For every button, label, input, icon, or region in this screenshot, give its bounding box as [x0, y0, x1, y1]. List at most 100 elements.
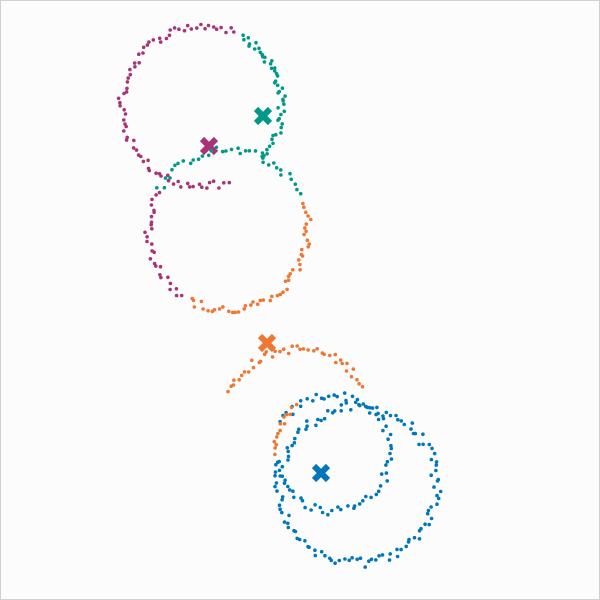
- data-point: [242, 370, 247, 374]
- data-point: [192, 305, 197, 309]
- data-point: [150, 242, 154, 246]
- data-point: [326, 512, 330, 517]
- data-point: [168, 28, 172, 32]
- data-point: [389, 446, 394, 451]
- data-point: [293, 182, 298, 186]
- data-point: [412, 535, 417, 540]
- data-point: [134, 148, 139, 152]
- data-point: [286, 521, 290, 526]
- data-point: [163, 176, 168, 180]
- data-point: [258, 298, 263, 303]
- data-point: [201, 307, 205, 311]
- data-point: [370, 406, 375, 410]
- data-point: [221, 305, 225, 309]
- data-point: [124, 138, 129, 142]
- data-point: [285, 287, 289, 292]
- data-point: [214, 27, 219, 32]
- data-point: [122, 91, 126, 96]
- data-point: [273, 452, 277, 457]
- data-point: [181, 159, 186, 163]
- data-point: [199, 299, 204, 304]
- data-point: [187, 185, 192, 189]
- data-point: [301, 201, 305, 206]
- data-point: [286, 454, 291, 459]
- data-point: [319, 549, 324, 554]
- data-point: [274, 166, 279, 170]
- data-point: [290, 443, 294, 448]
- data-point: [123, 112, 128, 116]
- data-point: [349, 408, 353, 412]
- data-point: [337, 558, 342, 563]
- data-point: [269, 66, 274, 71]
- data-point: [280, 498, 284, 502]
- data-point: [275, 489, 279, 493]
- data-point: [200, 154, 205, 158]
- data-point: [306, 214, 310, 218]
- data-point: [258, 359, 263, 364]
- data-point: [417, 537, 422, 541]
- data-point: [185, 23, 190, 28]
- data-point: [280, 510, 284, 515]
- data-point: [311, 399, 315, 403]
- data-point: [279, 125, 284, 130]
- data-point: [276, 118, 280, 122]
- data-point: [241, 33, 245, 37]
- data-point: [292, 441, 297, 445]
- data-point: [279, 168, 283, 172]
- data-point: [233, 310, 237, 315]
- data-point: [125, 80, 130, 84]
- data-point: [157, 36, 162, 41]
- data-point: [274, 132, 278, 137]
- data-point: [417, 529, 422, 533]
- data-point: [122, 118, 126, 122]
- data-point: [253, 149, 258, 153]
- data-point: [283, 94, 287, 98]
- data-point: [289, 405, 294, 410]
- data-point: [380, 553, 385, 557]
- data-point: [266, 163, 271, 167]
- data-point: [164, 36, 169, 41]
- data-point: [279, 173, 283, 177]
- data-point: [148, 257, 153, 261]
- data-point: [166, 178, 171, 183]
- data-point: [314, 392, 319, 397]
- data-point: [126, 76, 130, 80]
- data-point: [278, 428, 282, 433]
- data-point: [270, 59, 274, 63]
- data-point: [369, 557, 374, 562]
- data-point: [295, 187, 299, 192]
- data-point: [141, 159, 146, 164]
- data-point: [355, 397, 360, 402]
- data-point: [306, 348, 310, 352]
- data-point: [276, 91, 280, 95]
- data-point: [230, 310, 235, 315]
- data-point: [312, 349, 316, 353]
- data-point: [410, 421, 415, 425]
- data-point: [149, 220, 154, 225]
- data-point: [261, 160, 265, 165]
- data-point: [338, 358, 343, 362]
- data-point: [334, 360, 338, 365]
- data-point: [147, 40, 151, 44]
- data-point: [273, 470, 278, 474]
- data-point: [375, 405, 379, 410]
- data-point: [286, 525, 291, 530]
- data-point: [255, 302, 260, 307]
- data-point: [333, 352, 338, 357]
- data-point: [270, 137, 274, 141]
- data-point: [168, 287, 172, 292]
- data-point: [118, 100, 122, 105]
- data-point: [155, 186, 159, 190]
- data-point: [280, 86, 285, 90]
- data-point: [292, 528, 296, 533]
- data-point: [363, 565, 368, 569]
- data-point: [303, 226, 307, 230]
- data-point: [298, 399, 303, 403]
- data-point: [286, 458, 290, 462]
- data-point: [203, 26, 207, 31]
- data-point: [200, 185, 204, 189]
- data-point: [313, 553, 318, 558]
- data-point: [396, 417, 400, 422]
- data-point: [170, 167, 174, 172]
